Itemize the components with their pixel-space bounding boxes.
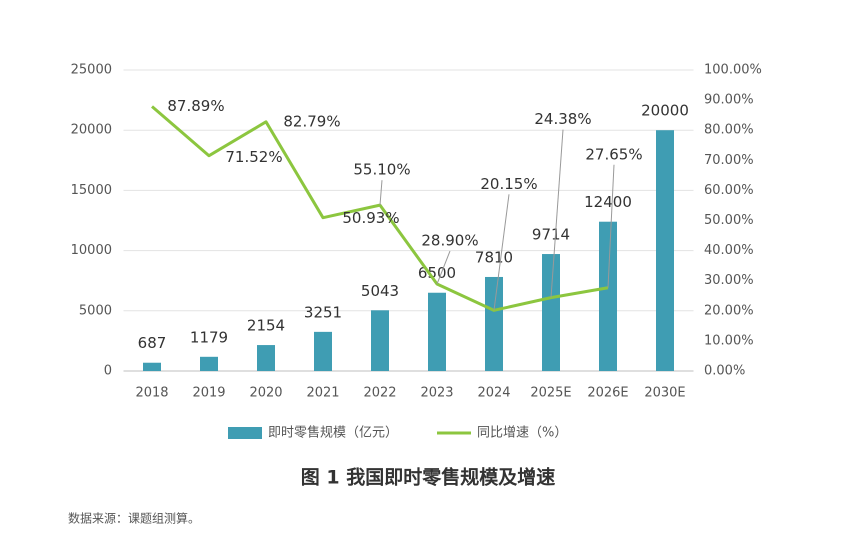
line-value-label: 27.65% (585, 145, 642, 163)
bar (542, 254, 560, 371)
bar (656, 130, 674, 371)
y2-tick-label: 80.00% (704, 123, 754, 138)
y2-tick-label: 50.00% (704, 213, 754, 228)
x-tick-label: 2030E (644, 386, 685, 401)
bar-value-label: 2154 (247, 317, 285, 335)
y2-tick-label: 100.00% (704, 63, 762, 78)
y-tick-label: 25000 (71, 63, 112, 78)
line-value-label: 82.79% (283, 112, 340, 130)
bar (200, 356, 218, 371)
y2-tick-label: 60.00% (704, 183, 754, 198)
bar (314, 331, 332, 371)
bar (143, 362, 161, 371)
bar-value-label: 20000 (641, 102, 689, 120)
y-tick-label: 0 (104, 364, 112, 379)
line-value-label: 28.90% (421, 232, 478, 250)
y2-tick-label: 10.00% (704, 333, 754, 348)
bar (257, 345, 275, 371)
y-tick-label: 15000 (71, 183, 112, 198)
y2-tick-label: 30.00% (704, 273, 754, 288)
y-tick-label: 20000 (71, 123, 112, 138)
legend-swatch (228, 427, 262, 439)
bar-value-label: 7810 (475, 248, 513, 266)
x-tick-label: 2025E (530, 386, 571, 401)
bar-value-label: 12400 (584, 193, 632, 211)
source-note: 数据来源：课题组测算。 (68, 511, 200, 526)
x-tick-label: 2023 (420, 386, 453, 401)
y2-tick-label: 90.00% (704, 93, 754, 108)
y-tick-label: 10000 (71, 243, 112, 258)
y2-tick-label: 40.00% (704, 243, 754, 258)
bar-value-label: 5043 (361, 282, 399, 300)
x-tick-label: 2026E (587, 386, 628, 401)
x-tick-label: 2022 (363, 386, 396, 401)
x-tick-label: 2019 (192, 386, 225, 401)
bar-value-label: 9714 (532, 226, 570, 244)
line-value-label: 50.93% (342, 209, 399, 227)
y-tick-label: 5000 (79, 303, 112, 318)
x-tick-label: 2020 (249, 386, 282, 401)
leader-line (493, 194, 510, 311)
bar-value-label: 1179 (190, 328, 228, 346)
legend-label: 即时零售规模（亿元） (268, 425, 398, 441)
x-tick-label: 2024 (477, 386, 510, 401)
leader-line (607, 164, 615, 288)
x-tick-label: 2021 (306, 386, 339, 401)
y2-tick-label: 0.00% (704, 364, 745, 379)
line-value-label: 87.89% (167, 97, 224, 115)
legend-label: 同比增速（%） (477, 426, 567, 441)
bar-value-label: 687 (138, 334, 167, 352)
y2-tick-label: 20.00% (704, 303, 754, 318)
line-value-label: 55.10% (353, 161, 410, 179)
bar (599, 221, 617, 371)
leader-line (436, 250, 451, 285)
line-value-label: 71.52% (225, 148, 282, 166)
y2-tick-label: 70.00% (704, 153, 754, 168)
bar-value-label: 3251 (304, 303, 342, 321)
line-value-label: 20.15% (480, 175, 537, 193)
line-value-label: 24.38% (534, 110, 591, 128)
x-tick-label: 2018 (135, 386, 168, 401)
bar (371, 310, 389, 371)
bar (485, 276, 503, 371)
bar (428, 292, 446, 371)
leader-line (379, 180, 383, 206)
chart-title: 图 1 我国即时零售规模及增速 (301, 466, 555, 489)
leader-line (550, 129, 564, 298)
